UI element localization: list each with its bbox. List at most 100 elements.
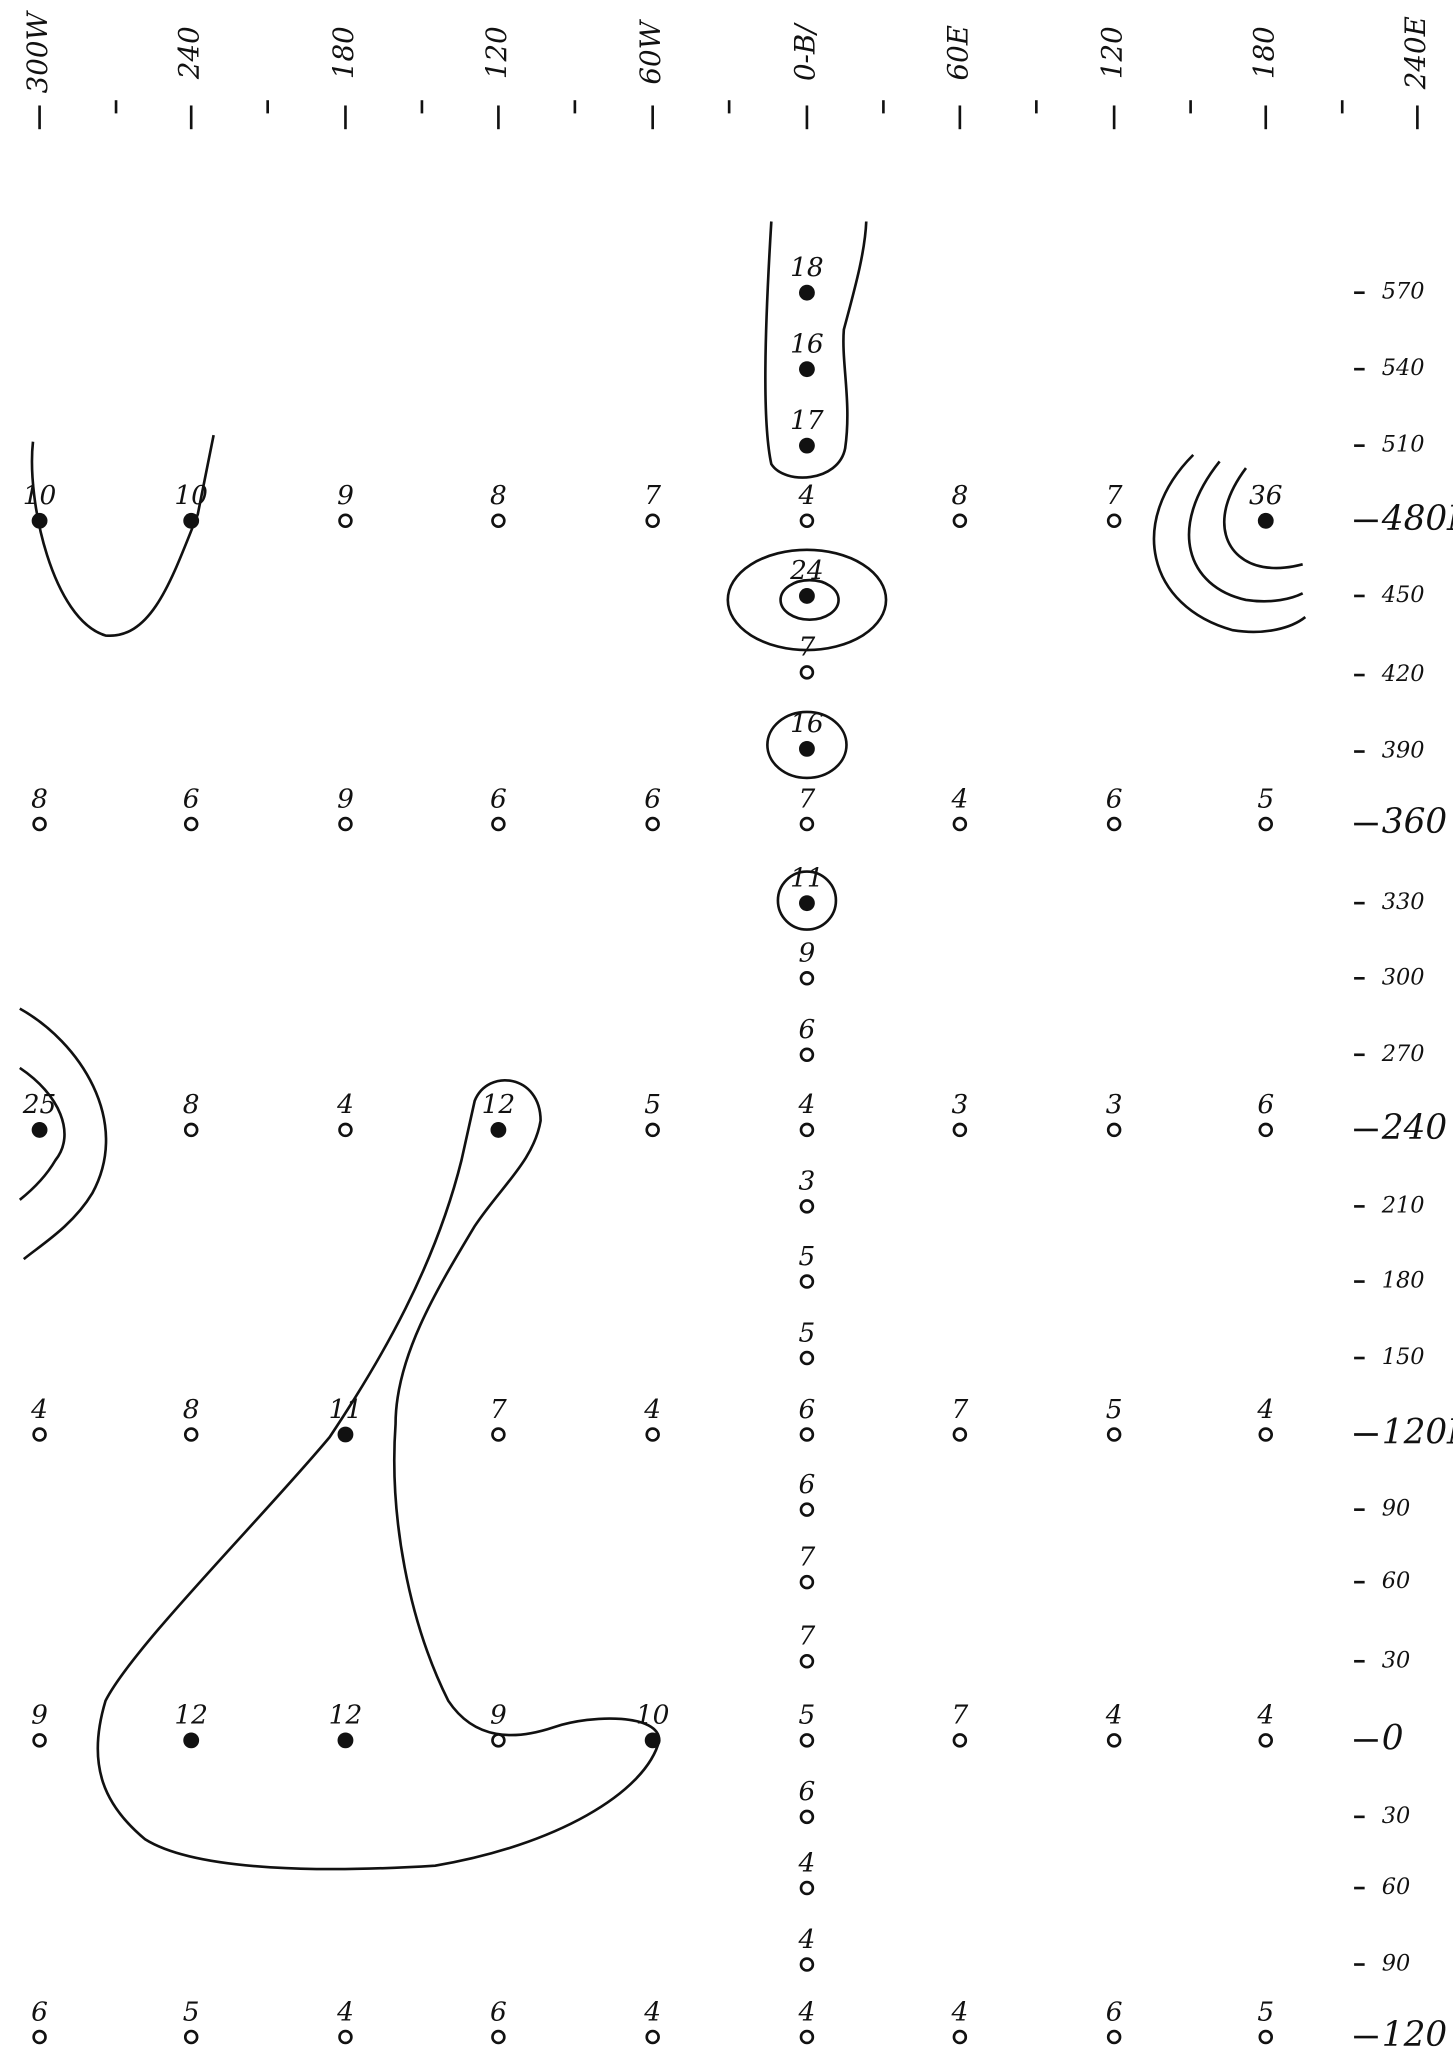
station-value: 17: [790, 406, 824, 436]
station-open: [34, 1734, 46, 1746]
station-value: 5: [1257, 784, 1274, 814]
station-open: [185, 1124, 197, 1136]
station-open: [801, 2031, 813, 2043]
y-axis-label: 90: [1382, 1496, 1411, 1522]
station-open: [801, 1576, 813, 1588]
station-value: 3: [1106, 1090, 1123, 1120]
x-axis-label: 60W: [634, 18, 667, 84]
station-open: [801, 1811, 813, 1823]
y-axis-label: 30: [1382, 1647, 1411, 1673]
station-open: [34, 1429, 46, 1441]
station-open: [801, 1882, 813, 1894]
station-open: [1260, 1734, 1272, 1746]
station-value: 6: [1106, 784, 1123, 814]
station-value: 4: [798, 1090, 816, 1120]
station-value: 16: [790, 329, 824, 359]
station-value: 4: [30, 1395, 48, 1425]
station-value: 8: [951, 481, 968, 511]
station-value: 6: [644, 784, 661, 814]
station-open: [1260, 2031, 1272, 2043]
y-axis-label: 450: [1381, 582, 1425, 608]
station-open: [34, 2031, 46, 2043]
station-open: [801, 1429, 813, 1441]
station-value: 9: [799, 939, 816, 969]
page: 300W24018012060W0-B/60E120180240E5705405…: [0, 0, 1453, 2070]
x-axis-label: 180: [327, 26, 360, 79]
station-open: [801, 818, 813, 830]
x-axis-label: 0-B/: [788, 22, 821, 81]
station-open: [492, 1734, 504, 1746]
station-value: 5: [183, 1997, 200, 2027]
station-value: 4: [336, 1090, 354, 1120]
contour: [98, 1080, 660, 1869]
station-open: [801, 972, 813, 984]
station-filled: [799, 895, 815, 911]
station-open: [1260, 1124, 1272, 1136]
station-value: 4: [798, 1997, 816, 2027]
station-value: 8: [183, 1395, 200, 1425]
y-axis-label: 390: [1382, 738, 1425, 764]
station-filled: [338, 1427, 354, 1443]
y-axis-label: 270: [1381, 1041, 1425, 1067]
y-axis-label: 0: [1382, 1718, 1404, 1758]
station-value: 4: [798, 1925, 816, 1955]
station-value: 11: [790, 863, 824, 893]
station-value: 4: [1105, 1701, 1123, 1731]
station-value: 9: [490, 1701, 507, 1731]
station-open: [492, 818, 504, 830]
station-value: 4: [798, 481, 816, 511]
station-open: [954, 1734, 966, 1746]
station-open: [801, 1124, 813, 1136]
contours: [20, 222, 1306, 1870]
station-value: 6: [1106, 1997, 1123, 2027]
station-value: 7: [644, 481, 661, 511]
station-value: 8: [490, 481, 507, 511]
station-open: [647, 818, 659, 830]
x-axis-label: 300W: [21, 10, 54, 94]
station-value: 7: [799, 1622, 816, 1652]
station-value: 12: [482, 1090, 516, 1120]
station-open: [1108, 1734, 1120, 1746]
station-open: [1108, 818, 1120, 830]
station-filled: [338, 1732, 354, 1748]
station-filled: [490, 1122, 506, 1138]
x-axis-label: 60E: [941, 25, 974, 80]
station-value: 3: [799, 1167, 816, 1197]
station-value: 4: [798, 1848, 816, 1878]
x-axis-label: 240: [173, 26, 206, 80]
station-open: [185, 2031, 197, 2043]
station-value: 4: [1256, 1395, 1274, 1425]
station-value: 8: [31, 784, 48, 814]
station-value: 12: [174, 1701, 208, 1731]
y-axis-label: 570: [1382, 279, 1425, 305]
station-value: 6: [799, 1015, 816, 1045]
station-filled: [183, 513, 199, 529]
station-value: 10: [174, 481, 208, 511]
station-value: 6: [490, 1997, 507, 2027]
station-filled: [799, 285, 815, 301]
station-value: 6: [799, 1777, 816, 1807]
station-value: 5: [1106, 1395, 1123, 1425]
y-axis-label: 30: [1382, 1803, 1411, 1829]
station-open: [801, 1276, 813, 1288]
station-open: [647, 515, 659, 527]
station-open: [954, 1429, 966, 1441]
station-filled: [32, 1122, 48, 1138]
station-value: 6: [799, 1395, 816, 1425]
station-value: 4: [336, 1997, 354, 2027]
station-value: 6: [490, 784, 507, 814]
station-open: [492, 2031, 504, 2043]
station-filled: [799, 361, 815, 377]
station-value: 3: [951, 1090, 968, 1120]
station-value: 16: [790, 709, 824, 739]
station-value: 4: [1256, 1701, 1274, 1731]
station-value: 5: [799, 1242, 816, 1272]
y-axis-label: 420: [1381, 661, 1425, 687]
station-value: 7: [951, 1395, 968, 1425]
y-axis-label: 90: [1382, 1951, 1411, 1977]
station-open: [647, 2031, 659, 2043]
station-value: 5: [799, 1701, 816, 1731]
contour: [1189, 461, 1303, 601]
station-value: 8: [183, 1090, 200, 1120]
y-axis-label: 120: [1382, 2015, 1447, 2055]
